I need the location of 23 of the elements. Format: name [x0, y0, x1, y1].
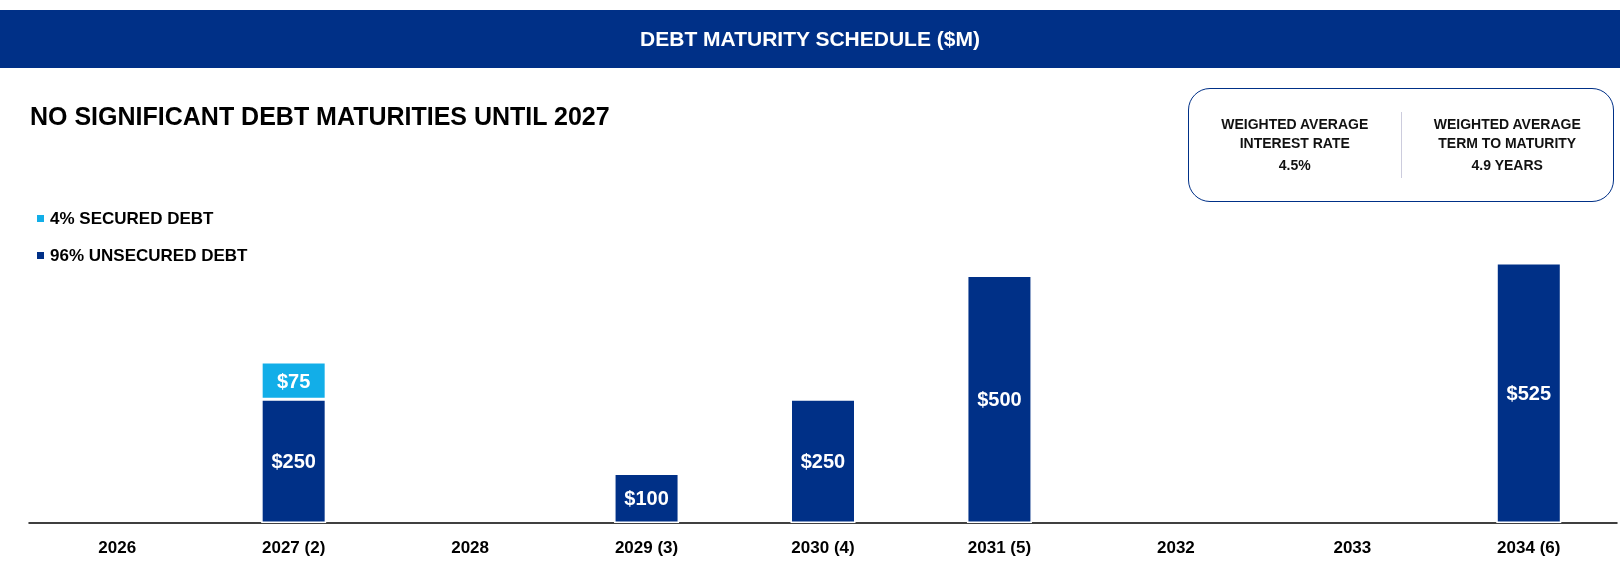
x-tick-label: 2034 (6): [1497, 538, 1561, 557]
chart-title: DEBT MATURITY SCHEDULE ($M): [0, 10, 1620, 68]
bar: [966, 275, 1032, 523]
data-label: $75: [276, 369, 311, 392]
data-label: $250: [271, 450, 316, 473]
x-tick-label: 2033: [1333, 538, 1372, 557]
x-tick-label: 2027 (2): [262, 538, 326, 557]
x-tick-label: 2029 (3): [614, 538, 679, 557]
legend-label: 4% SECURED DEBT: [50, 209, 215, 228]
data-label: $100: [624, 487, 669, 510]
data-label: $525: [1506, 382, 1552, 404]
bar: [790, 399, 856, 523]
data-label: $250: [800, 450, 846, 473]
x-tick-label: 2030 (4): [791, 538, 855, 557]
x-tick-label: 2026: [98, 538, 137, 557]
bar: [1496, 263, 1562, 523]
x-tick-label: 2032: [1156, 538, 1195, 557]
info-card: WEIGHTED AVERAGE INTEREST RATE 4.5% WEIGHTED AVERAGE TERM TO MATURITY 4.9 YEARS: [1188, 88, 1614, 202]
legend-label: 96% UNSECURED DEBT: [50, 246, 249, 265]
x-tick-label: 2031 (5): [967, 538, 1032, 557]
x-tick-label: 2028: [451, 538, 490, 557]
chart-subtitle: NO SIGNIFICANT DEBT MATURITIES UNTIL 2027: [30, 102, 610, 131]
data-label: $500: [977, 388, 1022, 411]
